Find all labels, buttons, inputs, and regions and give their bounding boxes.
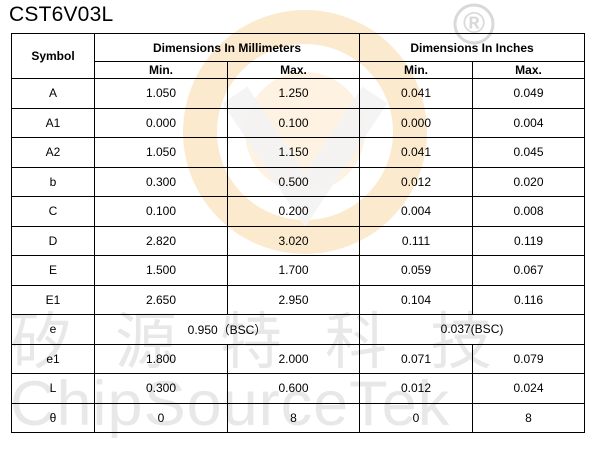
cell-mm-min: 0.100: [94, 196, 228, 227]
cell-in-max: 0.067: [472, 255, 586, 286]
cell-in-max: 0.024: [472, 373, 586, 404]
cell-in-max: 0.079: [472, 343, 586, 374]
cell-in-min: 0.059: [359, 255, 474, 286]
cell-in-max: 0.116: [472, 284, 586, 315]
cell-mm-min: 1.500: [94, 255, 228, 286]
table-row: e 0.950（BSC） 0.037(BSC): [11, 314, 586, 345]
cell-in-min: 0.012: [359, 166, 474, 197]
cell-in-min: 0.041: [359, 137, 474, 168]
cell-mm-min: 0.300: [94, 166, 228, 197]
cell-in-min: 0.111: [359, 225, 474, 256]
cell-mm-min: 1.050: [94, 78, 228, 109]
dimensions-table: Symbol Dimensions In Millimeters Dimensi…: [11, 33, 586, 433]
inches-header: Dimensions In Inches: [359, 33, 586, 62]
cell-in-max: 8: [472, 402, 586, 433]
cell-mm-max: 2.950: [226, 284, 361, 315]
cell-mm-max: 1.150: [226, 137, 361, 168]
cell-mm-min: 1.800: [94, 343, 228, 374]
cell-mm-max: 3.020: [226, 225, 361, 256]
cell-in-min: 0.004: [359, 196, 474, 227]
cell-symbol: E1: [11, 284, 95, 315]
mm-max-header: Max.: [226, 61, 361, 79]
cell-mm-min: 0.000: [94, 107, 228, 138]
cell-symbol: D: [11, 225, 95, 256]
table-row: A2 1.050 1.150 0.041 0.045: [11, 137, 586, 168]
cell-in-min: 0.012: [359, 373, 474, 404]
cell-symbol: b: [11, 166, 95, 197]
cell-mm-bsc: 0.950（BSC）: [93, 314, 361, 345]
cell-mm-max: 2.000: [226, 343, 361, 374]
cell-symbol: e: [11, 314, 95, 345]
cell-symbol: θ: [11, 402, 95, 433]
cell-in-min: 0: [359, 402, 474, 433]
table-row: b 0.300 0.500 0.012 0.020: [11, 166, 586, 197]
cell-in-max: 0.119: [472, 225, 586, 256]
cell-mm-min: 1.050: [94, 137, 228, 168]
mm-min-header: Min.: [94, 61, 228, 79]
cell-in-min: 0.041: [359, 78, 474, 109]
cell-symbol: A: [11, 78, 95, 109]
cell-in-min: 0.000: [359, 107, 474, 138]
cell-mm-max: 1.250: [226, 78, 361, 109]
page-title: CST6V03L: [9, 3, 114, 26]
in-min-header: Min.: [359, 61, 474, 79]
cell-in-bsc: 0.037(BSC): [359, 314, 586, 345]
cell-symbol: e1: [11, 343, 95, 374]
cell-in-max: 0.045: [472, 137, 586, 168]
cell-in-max: 0.004: [472, 107, 586, 138]
cell-mm-max: 0.600: [226, 373, 361, 404]
cell-mm-min: 0.300: [94, 373, 228, 404]
cell-mm-min: 0: [94, 402, 228, 433]
cell-in-max: 0.008: [472, 196, 586, 227]
table-row: D 2.820 3.020 0.111 0.119: [11, 225, 586, 256]
cell-symbol: A2: [11, 137, 95, 168]
table-row: A 1.050 1.250 0.041 0.049: [11, 78, 586, 109]
cell-symbol: L: [11, 373, 95, 404]
in-max-header: Max.: [472, 61, 586, 79]
table-row: E1 2.650 2.950 0.104 0.116: [11, 284, 586, 315]
cell-mm-min: 2.650: [94, 284, 228, 315]
cell-in-max: 0.049: [472, 78, 586, 109]
cell-in-max: 0.020: [472, 166, 586, 197]
cell-in-min: 0.071: [359, 343, 474, 374]
cell-in-min: 0.104: [359, 284, 474, 315]
cell-symbol: C: [11, 196, 95, 227]
table-row: C 0.100 0.200 0.004 0.008: [11, 196, 586, 227]
table-row: E 1.500 1.700 0.059 0.067: [11, 255, 586, 286]
cell-symbol: E: [11, 255, 95, 286]
millimeters-header: Dimensions In Millimeters: [93, 33, 361, 62]
cell-mm-max: 0.500: [226, 166, 361, 197]
table-row: e1 1.800 2.000 0.071 0.079: [11, 343, 586, 374]
table-row: A1 0.000 0.100 0.000 0.004: [11, 107, 586, 138]
cell-mm-max: 8: [226, 402, 361, 433]
cell-mm-min: 2.820: [94, 225, 228, 256]
table-row: L 0.300 0.600 0.012 0.024: [11, 373, 586, 404]
cell-mm-max: 1.700: [226, 255, 361, 286]
symbol-header: Symbol: [11, 33, 95, 79]
cell-mm-max: 0.100: [226, 107, 361, 138]
cell-mm-max: 0.200: [226, 196, 361, 227]
cell-symbol: A1: [11, 107, 95, 138]
table-body: A 1.050 1.250 0.041 0.049 A1 0.000 0.100 0.000 0.…: [11, 78, 586, 433]
